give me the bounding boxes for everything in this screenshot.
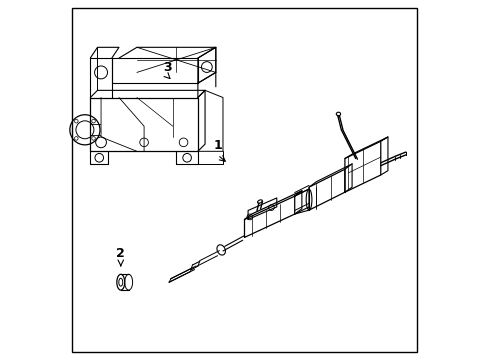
Ellipse shape [117, 274, 124, 290]
Text: 2: 2 [116, 247, 125, 260]
Text: 3: 3 [163, 60, 171, 73]
Text: 1: 1 [213, 139, 222, 152]
Ellipse shape [119, 278, 122, 286]
